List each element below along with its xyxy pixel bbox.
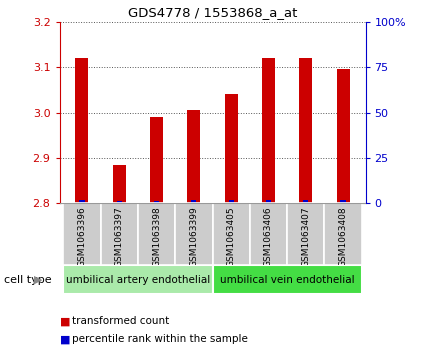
Bar [79, 200, 85, 203]
Bar [225, 94, 238, 203]
Text: GSM1063405: GSM1063405 [227, 206, 235, 267]
Bar [75, 58, 88, 203]
Text: ■: ■ [60, 334, 70, 344]
Bar [266, 200, 271, 203]
Text: transformed count: transformed count [72, 316, 170, 326]
Bar [324, 203, 362, 265]
Bar [337, 69, 350, 203]
Bar [262, 58, 275, 203]
Text: cell type: cell type [4, 274, 52, 285]
Bar [299, 58, 312, 203]
Bar [212, 265, 362, 294]
Text: GSM1063398: GSM1063398 [152, 206, 161, 267]
Bar [175, 203, 212, 265]
Bar [340, 200, 346, 203]
Bar [229, 200, 234, 203]
Bar [63, 265, 212, 294]
Bar [191, 200, 196, 203]
Bar [154, 200, 159, 203]
Bar [101, 203, 138, 265]
Text: GSM1063408: GSM1063408 [339, 206, 348, 267]
Text: ▶: ▶ [34, 274, 42, 285]
Text: GSM1063397: GSM1063397 [115, 206, 124, 267]
Text: ■: ■ [60, 316, 70, 326]
Title: GDS4778 / 1553868_a_at: GDS4778 / 1553868_a_at [128, 6, 297, 19]
Bar [150, 117, 163, 203]
Bar [303, 200, 309, 203]
Bar [287, 203, 324, 265]
Text: GSM1063407: GSM1063407 [301, 206, 310, 267]
Bar [116, 200, 122, 203]
Bar [138, 203, 175, 265]
Text: umbilical artery endothelial: umbilical artery endothelial [66, 274, 210, 285]
Text: percentile rank within the sample: percentile rank within the sample [72, 334, 248, 344]
Bar [250, 203, 287, 265]
Bar [113, 165, 126, 203]
Text: GSM1063399: GSM1063399 [190, 206, 198, 267]
Text: umbilical vein endothelial: umbilical vein endothelial [220, 274, 354, 285]
Bar [212, 203, 250, 265]
Text: GSM1063406: GSM1063406 [264, 206, 273, 267]
Bar [63, 203, 101, 265]
Text: GSM1063396: GSM1063396 [77, 206, 86, 267]
Bar [187, 110, 200, 203]
